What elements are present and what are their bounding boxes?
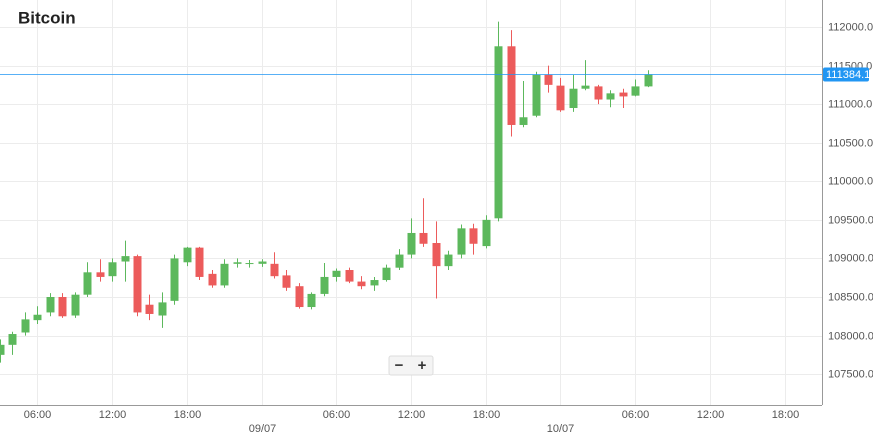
x-tick-label: 06:00 xyxy=(323,409,351,421)
candle-body xyxy=(370,280,379,286)
candle-body xyxy=(0,344,5,355)
candle-body xyxy=(307,293,316,308)
candle-body xyxy=(208,273,217,286)
candle-body xyxy=(382,267,391,281)
candle-body xyxy=(619,92,628,97)
candle-body xyxy=(21,319,30,333)
candle-body xyxy=(357,281,366,287)
candle-body xyxy=(507,46,516,125)
x-tick-label: 10/07 xyxy=(547,423,575,435)
y-tick-label: 112000.0 xyxy=(828,21,873,33)
candle-body xyxy=(195,247,204,277)
candles xyxy=(0,21,653,363)
candle-body xyxy=(170,258,179,301)
y-tick-label: 109000.0 xyxy=(828,252,873,264)
candle-body xyxy=(258,261,267,264)
y-tick-label: 110000.0 xyxy=(828,175,873,187)
candle-body xyxy=(544,74,553,85)
y-tick-label: 108000.0 xyxy=(828,330,873,342)
candle-body xyxy=(220,263,229,286)
candle-body xyxy=(46,297,55,313)
candle-body xyxy=(58,297,67,317)
candle-body xyxy=(457,228,466,255)
candle-body xyxy=(644,74,653,87)
zoom-box xyxy=(388,355,434,376)
x-tick-label: 09/07 xyxy=(249,423,277,435)
candle-body xyxy=(556,85,565,111)
candle-body xyxy=(519,117,528,125)
candle-body xyxy=(569,88,578,108)
x-tick-label: 06:00 xyxy=(24,409,52,421)
candle-body xyxy=(245,263,254,265)
x-tick-label: 18:00 xyxy=(174,409,202,421)
candle-body xyxy=(121,256,130,262)
x-tick-label: 18:00 xyxy=(473,409,501,421)
candle-body xyxy=(295,286,304,308)
candle-body xyxy=(407,232,416,255)
candle-body xyxy=(532,74,541,116)
x-tick-label: 12:00 xyxy=(697,409,725,421)
candle-body xyxy=(158,302,167,316)
candle-body xyxy=(482,219,491,247)
candle-body xyxy=(332,270,341,277)
x-tick-label: 06:00 xyxy=(622,409,650,421)
candle-body xyxy=(345,270,354,282)
candle-body xyxy=(8,334,17,345)
candle-body xyxy=(183,247,192,263)
zoom-out[interactable]: − xyxy=(395,357,404,374)
candle-body xyxy=(83,272,92,295)
zoom-controls: − + xyxy=(388,355,434,376)
x-tick-label: 18:00 xyxy=(772,409,800,421)
candle-body xyxy=(282,275,291,288)
y-tick-label: 109500.0 xyxy=(828,214,873,226)
y-tick-label: 110500.0 xyxy=(828,137,873,149)
candle-body xyxy=(631,86,640,96)
candle-body xyxy=(432,243,441,267)
candle-body xyxy=(320,276,329,294)
candle-body xyxy=(71,294,80,316)
zoom-in[interactable]: + xyxy=(418,357,427,374)
candle-body xyxy=(444,254,453,267)
y-tick-label: 107500.0 xyxy=(828,368,873,380)
candle-body xyxy=(594,86,603,100)
last-price-label: 111384.1 xyxy=(826,69,870,81)
x-tick-label: 12:00 xyxy=(398,409,426,421)
candle-body xyxy=(581,85,590,89)
candle-body xyxy=(606,93,615,100)
y-tick-label: 111000.0 xyxy=(828,98,872,110)
candle-body xyxy=(270,263,279,277)
candle-body xyxy=(96,272,105,277)
candle-body xyxy=(33,314,42,321)
candle-body xyxy=(395,254,404,268)
x-tick-label: 12:00 xyxy=(99,409,127,421)
candle-body xyxy=(469,228,478,244)
candle-body xyxy=(233,262,242,264)
candle-body xyxy=(494,46,503,219)
candle-body xyxy=(133,256,142,313)
y-tick-label: 108500.0 xyxy=(828,291,873,303)
candle-body xyxy=(108,262,117,277)
chart-title: Bitcoin xyxy=(18,8,76,27)
candle-body xyxy=(145,304,154,314)
last-price-badge xyxy=(823,67,869,82)
candle-body xyxy=(419,232,428,244)
